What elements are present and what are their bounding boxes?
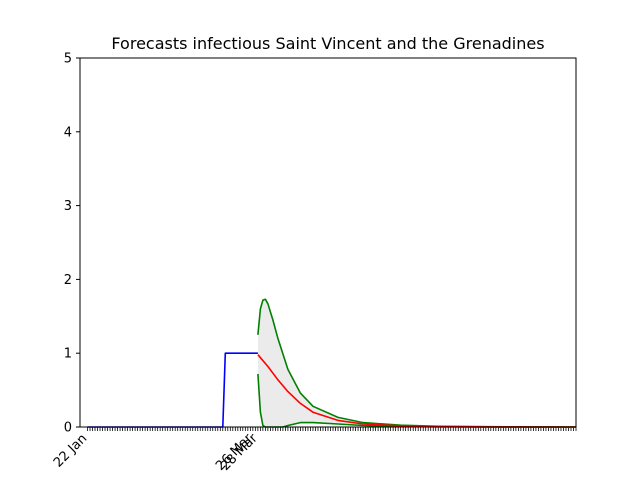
y-tick-label: 1 — [64, 347, 72, 362]
forecast-band — [257, 299, 576, 427]
observed-line — [87, 352, 258, 428]
series-lines — [87, 298, 577, 428]
y-tick-label: 0 — [64, 421, 72, 436]
y-tick-label: 4 — [64, 125, 72, 140]
y-tick-label: 2 — [64, 273, 72, 288]
y-axis: 0 1 2 3 4 5 — [64, 52, 80, 436]
confidence-band — [257, 299, 576, 427]
chart-title: Forecasts infectious Saint Vincent and t… — [111, 34, 544, 53]
y-tick-label: 5 — [64, 52, 72, 67]
y-tick-label: 3 — [64, 199, 72, 214]
plot-frame — [79, 57, 577, 428]
x-tick-label: 22 Jan — [51, 431, 90, 470]
